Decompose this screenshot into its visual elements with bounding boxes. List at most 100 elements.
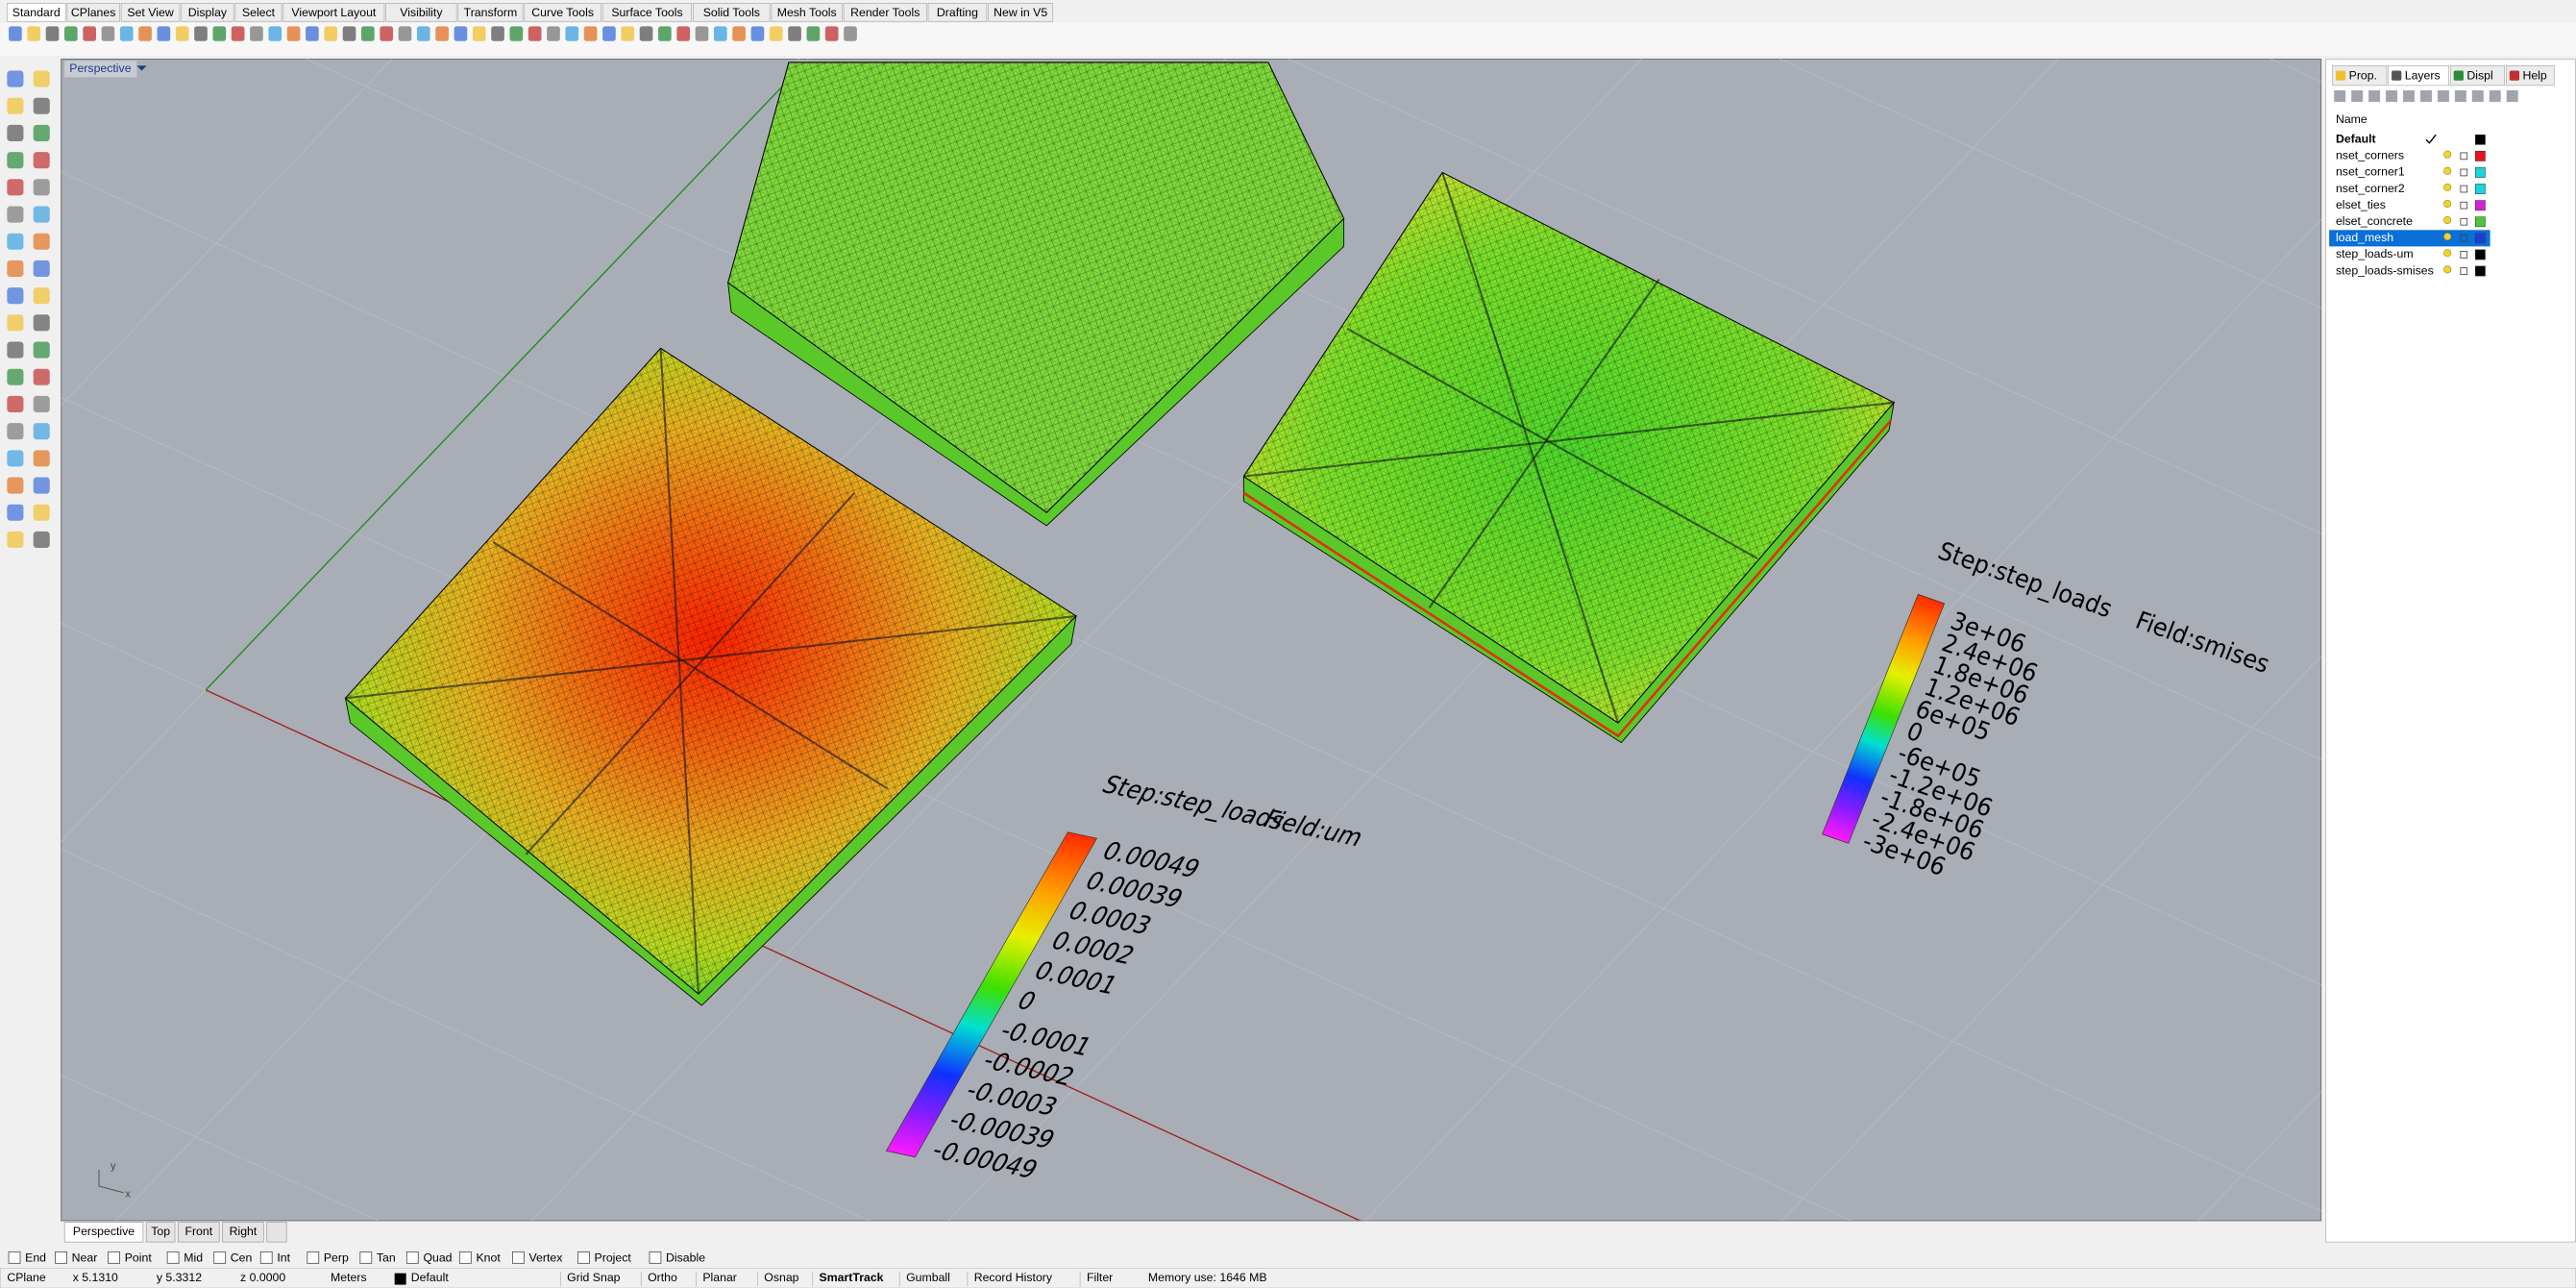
status-x[interactable]: x 5.1310 — [73, 1271, 118, 1284]
layer-visibility[interactable] — [2443, 233, 2452, 241]
menu-tab-label[interactable]: Curve Tools — [531, 6, 594, 19]
layer-color[interactable] — [2474, 167, 2486, 178]
toolbar-button[interactable] — [83, 26, 96, 41]
status-toggle[interactable]: Planar — [702, 1271, 737, 1284]
layer-lock[interactable] — [2460, 217, 2468, 226]
layer-lock[interactable] — [2460, 234, 2468, 242]
panel-tool-button[interactable] — [2489, 90, 2501, 102]
toolbar-button[interactable] — [342, 26, 356, 41]
menu-tab[interactable] — [282, 3, 385, 22]
toolbar-button[interactable] — [621, 26, 635, 41]
side-tool-button[interactable] — [7, 233, 24, 250]
osnap-checkbox[interactable] — [166, 1251, 180, 1264]
toolbar-button[interactable] — [416, 26, 430, 41]
status-toggle[interactable]: Grid Snap — [567, 1271, 621, 1284]
layer-lock[interactable] — [2460, 267, 2468, 275]
osnap-label[interactable]: End — [25, 1251, 46, 1264]
panel-tab-label[interactable]: Help — [2522, 69, 2546, 83]
side-tool-button[interactable] — [33, 504, 50, 521]
toolbar-button[interactable] — [45, 26, 60, 41]
side-tool-button[interactable] — [33, 233, 50, 250]
toolbar-button[interactable] — [844, 26, 857, 41]
status-toggle[interactable]: Ortho — [648, 1271, 677, 1284]
toolbar-button[interactable] — [750, 26, 765, 41]
osnap-checkbox[interactable] — [577, 1251, 590, 1264]
side-tool-button[interactable] — [7, 531, 24, 549]
osnap-checkbox[interactable] — [55, 1251, 67, 1264]
toolbar-button[interactable] — [194, 26, 208, 41]
layer-color[interactable] — [2474, 134, 2486, 145]
viewport-title[interactable]: Perspective — [69, 62, 131, 75]
osnap-label[interactable]: Vertex — [529, 1251, 564, 1264]
osnap-label[interactable]: Disable — [666, 1251, 705, 1264]
panel-tool-button[interactable] — [2506, 90, 2518, 102]
viewport-tab-label[interactable]: Perspective — [73, 1225, 135, 1238]
side-tool-button[interactable] — [7, 341, 24, 359]
toolbar-button[interactable] — [547, 26, 560, 41]
toolbar-button[interactable] — [250, 26, 263, 41]
layer-visibility[interactable] — [2443, 199, 2452, 208]
osnap-label[interactable]: Point — [125, 1251, 153, 1264]
menu-tab[interactable] — [693, 3, 771, 22]
toolbar-button[interactable] — [175, 26, 189, 41]
layer-color[interactable] — [2474, 200, 2486, 211]
layer-name[interactable]: elset_concrete — [2336, 214, 2413, 228]
menu-tab[interactable] — [524, 3, 601, 22]
side-tool-button[interactable] — [7, 97, 24, 114]
toolbar-button[interactable] — [268, 26, 282, 41]
osnap-checkbox[interactable] — [108, 1251, 121, 1264]
side-tool-button[interactable] — [33, 341, 50, 359]
osnap-checkbox[interactable] — [307, 1251, 320, 1264]
panel-tool-button[interactable] — [2351, 90, 2364, 102]
osnap-checkbox[interactable] — [259, 1251, 273, 1264]
layer-color[interactable] — [2474, 265, 2486, 277]
side-tool-button[interactable] — [7, 423, 24, 440]
menu-tab[interactable] — [66, 3, 120, 22]
side-tool-button[interactable] — [7, 260, 24, 277]
side-tool-button[interactable] — [7, 368, 24, 385]
layer-visibility[interactable] — [2443, 166, 2452, 175]
layer-name[interactable]: Default — [2336, 133, 2376, 146]
viewport-tab-label[interactable]: Front — [184, 1225, 212, 1238]
toolbar-button[interactable] — [583, 26, 598, 41]
side-tool-button[interactable] — [33, 97, 50, 114]
menu-tab-label[interactable]: Set View — [127, 6, 173, 19]
toolbar-button[interactable] — [286, 26, 301, 41]
side-tool-button[interactable] — [7, 504, 24, 521]
toolbar-button[interactable] — [676, 26, 691, 41]
toolbar-button[interactable] — [435, 26, 449, 41]
panel-tool-button[interactable] — [2368, 90, 2381, 102]
menu-tab[interactable] — [457, 3, 524, 22]
status-toggle[interactable]: SmartTrack — [820, 1271, 884, 1284]
menu-tab-label[interactable]: Transform — [464, 6, 518, 19]
menu-tab-label[interactable]: Viewport Layout — [291, 6, 377, 19]
toolbar-button[interactable] — [639, 26, 653, 41]
layer-lock[interactable] — [2460, 152, 2468, 161]
side-tool-button[interactable] — [33, 531, 50, 549]
menu-tab[interactable] — [843, 3, 927, 22]
status-toggle[interactable]: Record History — [974, 1271, 1053, 1284]
layer-visibility[interactable] — [2443, 265, 2452, 274]
side-tool-button[interactable] — [7, 287, 24, 305]
status-toggle[interactable]: Osnap — [764, 1271, 798, 1284]
toolbar-button[interactable] — [454, 26, 468, 41]
osnap-checkbox[interactable] — [8, 1251, 21, 1264]
layer-visibility[interactable] — [2443, 183, 2452, 191]
side-tool-button[interactable] — [33, 70, 50, 87]
panel-tool-button[interactable] — [2386, 90, 2398, 102]
layer-lock[interactable] — [2460, 185, 2468, 193]
layer-name[interactable]: step_loads-um — [2336, 247, 2414, 260]
toolbar-button[interactable] — [527, 26, 542, 41]
status-toggle[interactable]: Gumball — [906, 1271, 950, 1284]
status-cplane[interactable]: CPlane — [7, 1271, 45, 1284]
layer-color[interactable] — [2474, 249, 2486, 260]
panel-tool-button[interactable] — [2437, 90, 2449, 102]
osnap-label[interactable]: Project — [595, 1251, 632, 1264]
status-y[interactable]: y 5.3312 — [157, 1271, 202, 1284]
toolbar-button[interactable] — [713, 26, 727, 41]
osnap-label[interactable]: Perp — [324, 1251, 349, 1264]
toolbar-button[interactable] — [361, 26, 375, 41]
side-tool-button[interactable] — [33, 314, 50, 332]
panel-tab[interactable] — [2506, 65, 2555, 87]
osnap-checkbox[interactable] — [458, 1251, 472, 1264]
